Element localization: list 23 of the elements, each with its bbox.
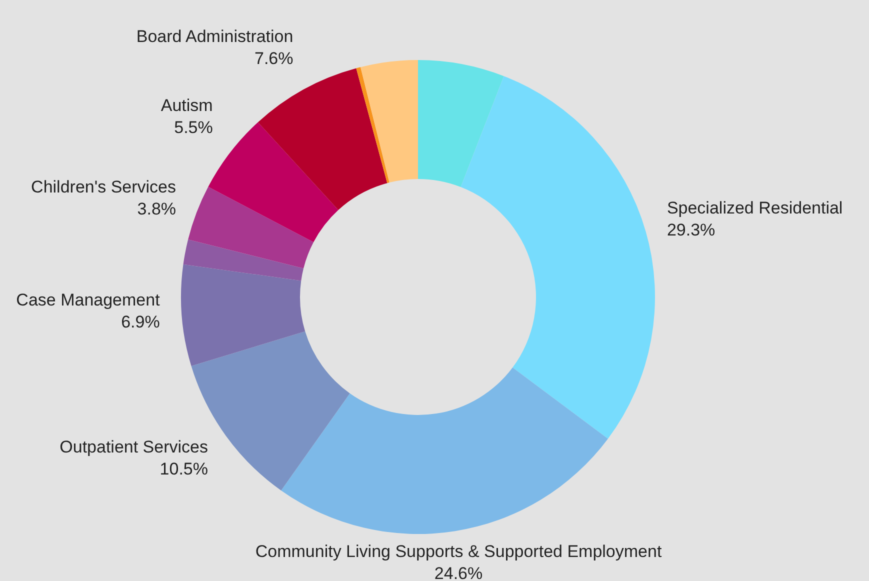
slice-label: Outpatient Services — [60, 438, 208, 457]
data-label: 5.5% — [174, 118, 213, 137]
data-label: 10.5% — [160, 460, 208, 479]
slice-label: Specialized Residential — [666, 198, 843, 218]
donut-slice — [418, 60, 504, 188]
donut-slice — [360, 60, 418, 183]
donut-slice — [188, 186, 314, 268]
data-label: 3.8% — [137, 200, 176, 219]
slice-label: Community Living Supports & Supported Employment — [255, 542, 662, 561]
data-label: 29.3% — [666, 220, 716, 240]
donut-slice — [258, 68, 388, 210]
donut-slice — [181, 264, 306, 366]
donut-slice — [183, 240, 304, 281]
slice-label: Autism — [160, 96, 213, 115]
slice-label: Case Management — [16, 290, 160, 310]
data-label: 7.6% — [254, 49, 294, 68]
donut-slice — [281, 368, 608, 534]
slice-label: Board Administration — [136, 27, 294, 46]
data-label: 24.6% — [434, 564, 483, 581]
data-label: 6.9% — [121, 312, 160, 332]
slice-label: Children's Services — [31, 178, 176, 197]
donut-slice — [460, 76, 655, 439]
donut-slice — [356, 67, 390, 184]
